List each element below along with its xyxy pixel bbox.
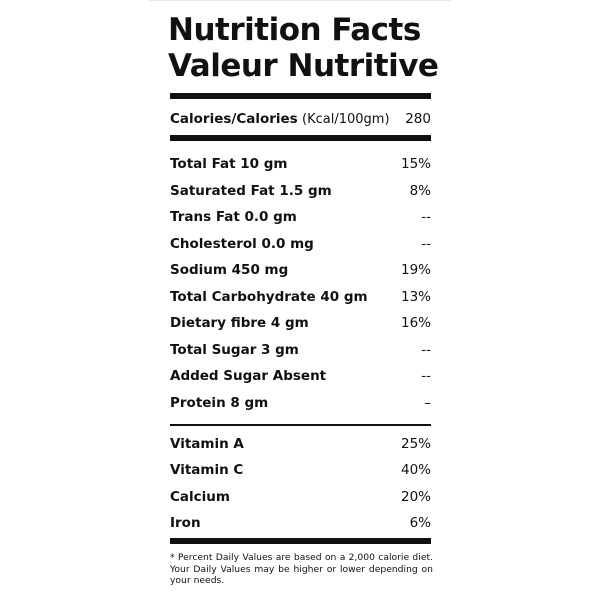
divider-thick [170,93,431,99]
row-value: 15% [400,156,431,172]
vitamin-row: Vitamin A 25% [170,433,431,455]
nutrient-row: Total Fat 10 gm 15% [170,153,431,175]
nutrient-row: Total Carbohydrate 40 gm 13% [170,286,431,308]
calories-value: 280 [405,111,431,127]
divider-thin [170,424,431,426]
nutrient-row: Protein 8 gm – [170,392,431,414]
nutrient-row: Saturated Fat 1.5 gm 8% [170,180,431,202]
vitamin-row: Vitamin C 40% [170,459,431,481]
row-value: 20% [400,488,431,505]
vitamin-row: Iron 6% [170,512,431,534]
calories-row: Calories/Calories (Kcal/100gm) 280 [170,108,431,130]
row-value: 19% [400,262,431,278]
row-value: -- [421,235,431,252]
nutrient-row: Cholesterol 0.0 mg -- [170,233,431,255]
row-label: Total Sugar 3 gm [170,341,299,358]
divider-thick [170,135,431,141]
nutrient-row: Added Sugar Absent -- [170,365,431,387]
row-label: Vitamin A [170,436,244,452]
row-value: -- [421,209,431,225]
row-value: – [424,394,431,411]
vitamin-row: Calcium 20% [170,486,431,508]
row-label: Calcium [170,488,230,505]
row-value: 6% [409,514,431,531]
row-label: Sodium 450 mg [170,262,289,278]
row-label: Added Sugar Absent [170,368,327,384]
row-value: 8% [409,182,431,199]
row-value: 40% [400,462,431,479]
row-label: Total Fat 10 gm [170,156,288,172]
row-value: 13% [400,288,431,305]
row-value: 25% [400,436,431,452]
row-label: Vitamin C [170,462,244,479]
row-value: 16% [400,315,431,331]
nutrition-label: Nutrition Facts Valeur Nutritive Calorie… [150,0,450,601]
nutrient-row: Sodium 450 mg 19% [170,259,431,281]
row-label: Saturated Fat 1.5 gm [170,182,332,199]
row-value: -- [421,368,431,384]
row-label: Dietary fibre 4 gm [170,315,309,331]
divider-thick [170,538,431,544]
title-french: Valeur Nutritive [168,48,439,84]
row-value: -- [421,341,431,358]
row-label: Iron [170,514,201,531]
row-label: Protein 8 gm [170,394,269,411]
calories-unit: (Kcal/100gm) [302,112,390,127]
footnote: * Percent Daily Values are based on a 2,… [170,552,433,586]
row-label: Cholesterol 0.0 mg [170,235,314,252]
nutrient-row: Total Sugar 3 gm -- [170,339,431,361]
nutrient-row: Trans Fat 0.0 gm -- [170,206,431,228]
calories-label: Calories/Calories [170,111,298,127]
title-english: Nutrition Facts [168,12,421,48]
row-label: Total Carbohydrate 40 gm [170,288,368,305]
nutrient-row: Dietary fibre 4 gm 16% [170,312,431,334]
row-label: Trans Fat 0.0 gm [170,209,297,225]
